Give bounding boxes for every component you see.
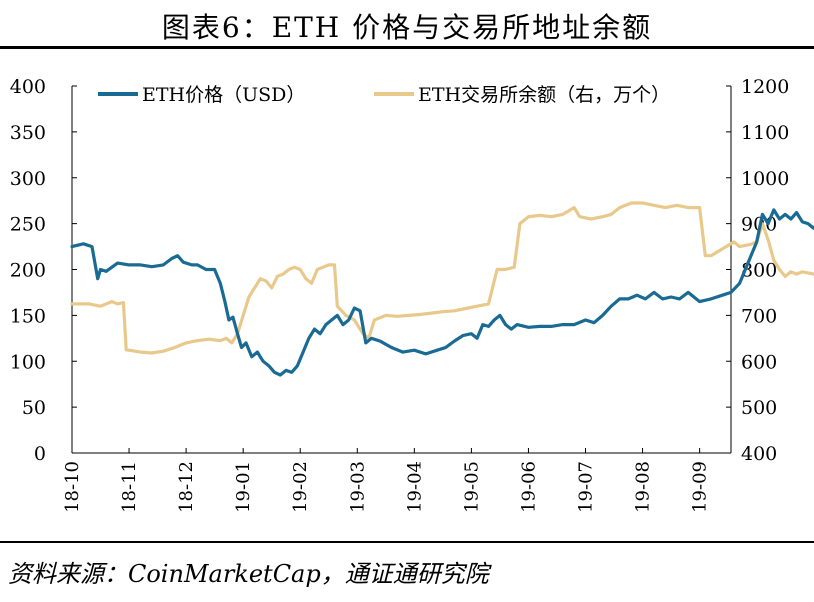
left-tick-label: 400: [10, 76, 46, 98]
right-tick-label: 800: [741, 260, 777, 282]
x-tick-label: 19-04: [404, 461, 425, 513]
right-tick-label: 1000: [741, 168, 789, 190]
right-tick-label: 1100: [741, 122, 789, 144]
left-tick-label: 200: [10, 260, 46, 282]
x-tick-label: 19-06: [518, 461, 539, 513]
x-tick-label: 19-09: [690, 461, 711, 513]
left-tick-label: 350: [10, 122, 46, 144]
right-tick-label: 1200: [741, 76, 789, 98]
right-tick-label: 600: [741, 351, 777, 373]
line-chart: 0501001502002503003504004005006007008009…: [10, 76, 814, 513]
x-tick-label: 18-12: [176, 461, 197, 513]
right-tick-label: 500: [741, 397, 777, 419]
left-tick-label: 150: [10, 305, 46, 327]
x-tick-label: 19-07: [576, 461, 597, 513]
left-tick-label: 250: [10, 214, 46, 236]
source-rule: [0, 541, 814, 543]
source-note: 资料来源：CoinMarketCap，通证通研究院: [8, 560, 489, 588]
exchange-balance-line: [70, 201, 814, 355]
left-tick-label: 100: [10, 351, 46, 373]
x-tick-label: 19-05: [461, 461, 482, 513]
title-rule: [0, 46, 814, 49]
legend-exchange-balance-label: ETH交易所余额（右，万个）: [418, 84, 670, 106]
left-tick-label: 300: [10, 168, 46, 190]
x-tick-label: 19-02: [290, 461, 311, 513]
left-tick-label: 0: [34, 443, 46, 465]
x-tick-label: 19-08: [633, 461, 654, 513]
x-tick-label: 19-03: [347, 461, 368, 513]
x-tick-label: 19-01: [233, 461, 254, 513]
x-tick-label: 18-10: [62, 461, 83, 513]
left-tick-label: 50: [22, 397, 46, 419]
chart-axes: 0501001502002503003504004005006007008009…: [10, 76, 790, 513]
legend: ETH价格（USD） ETH交易所余额（右，万个）: [98, 84, 670, 106]
series-layer: [70, 201, 814, 377]
chart-title: 图表6：ETH 价格与交易所地址余额: [161, 11, 653, 44]
legend-eth-price-label: ETH价格（USD）: [142, 84, 305, 106]
right-tick-label: 700: [741, 305, 777, 327]
x-tick-label: 18-11: [119, 461, 140, 513]
eth-price-line: [70, 208, 814, 377]
right-tick-label: 400: [741, 443, 777, 465]
